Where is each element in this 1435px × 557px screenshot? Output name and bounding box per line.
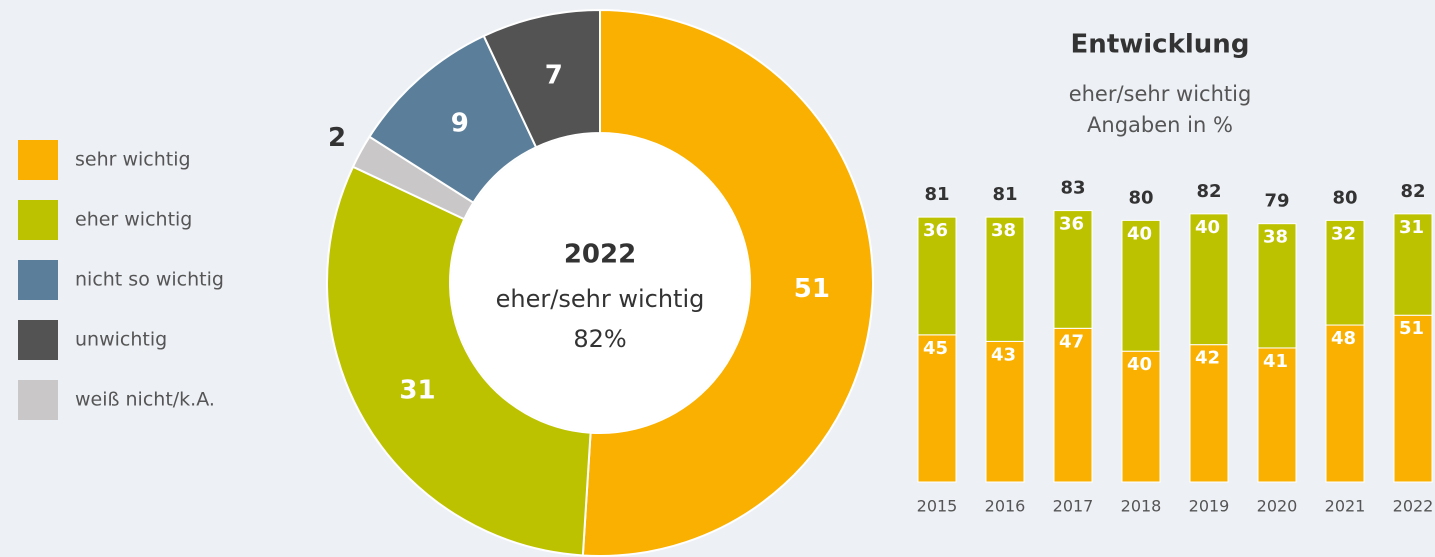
- total-label: 82: [1196, 181, 1221, 202]
- bar-segment: [1189, 213, 1229, 346]
- data-label: 41: [1263, 351, 1288, 372]
- legend-label: unwichtig: [75, 329, 167, 351]
- legend-swatch: [18, 200, 58, 240]
- bar-segment: [1325, 219, 1365, 326]
- center-label: 2022: [564, 240, 636, 270]
- data-label: 48: [1331, 328, 1356, 349]
- legend-label: nicht so wichtig: [75, 269, 224, 291]
- legend-swatch: [18, 260, 58, 300]
- data-label: 32: [1331, 223, 1356, 244]
- x-tick-label: 2016: [985, 497, 1026, 516]
- data-label: 36: [1059, 214, 1084, 235]
- data-label: 7: [545, 61, 563, 91]
- data-label: 47: [1059, 331, 1084, 352]
- data-label: 31: [1399, 217, 1424, 238]
- data-label: 9: [451, 108, 469, 138]
- bar-segment: [1121, 350, 1161, 483]
- data-label: 43: [991, 344, 1016, 365]
- x-tick-label: 2015: [917, 497, 958, 516]
- total-label: 79: [1264, 191, 1289, 212]
- bar-segment: [1393, 213, 1433, 316]
- x-tick-label: 2018: [1121, 497, 1162, 516]
- bar-segment: [1257, 223, 1297, 349]
- bar-segment: [1053, 210, 1093, 329]
- total-label: 81: [924, 184, 949, 205]
- data-label: 45: [923, 338, 948, 359]
- legend-swatch: [18, 380, 58, 420]
- data-label: 42: [1195, 348, 1220, 369]
- center-label: 82%: [573, 325, 626, 353]
- data-label: 51: [1399, 318, 1424, 339]
- data-label: 2: [328, 123, 346, 153]
- bar-segment: [1053, 327, 1093, 483]
- legend-swatch: [18, 320, 58, 360]
- data-label: 40: [1195, 217, 1220, 238]
- x-tick-label: 2019: [1189, 497, 1230, 516]
- center-label: eher/sehr wichtig: [496, 285, 705, 313]
- x-tick-label: 2017: [1053, 497, 1094, 516]
- x-tick-label: 2021: [1325, 497, 1366, 516]
- data-label: 51: [794, 274, 830, 304]
- total-label: 80: [1332, 187, 1357, 208]
- data-label: 38: [991, 220, 1016, 241]
- legend-label: eher wichtig: [75, 209, 192, 231]
- x-tick-label: 2022: [1393, 497, 1434, 516]
- chart-subtitle: eher/sehr wichtig: [1069, 82, 1252, 106]
- legend-label: weiß nicht/k.A.: [75, 389, 215, 411]
- chart-title: Entwicklung: [1071, 30, 1250, 60]
- legend-label: sehr wichtig: [75, 149, 191, 171]
- total-label: 82: [1400, 181, 1425, 202]
- data-label: 31: [399, 375, 435, 405]
- data-label: 36: [923, 220, 948, 241]
- data-label: 38: [1263, 227, 1288, 248]
- x-tick-label: 2020: [1257, 497, 1298, 516]
- bar-segment: [1121, 219, 1161, 352]
- bar-segment: [1325, 324, 1365, 483]
- total-label: 80: [1128, 187, 1153, 208]
- bar-segment: [1393, 314, 1433, 483]
- total-label: 83: [1060, 178, 1085, 199]
- data-label: 40: [1127, 354, 1152, 375]
- donut-hole: [451, 134, 749, 432]
- total-label: 81: [992, 184, 1017, 205]
- data-label: 40: [1127, 223, 1152, 244]
- bar-segment: [985, 216, 1025, 342]
- bar-segment: [917, 216, 957, 336]
- bar-segment: [1189, 344, 1229, 483]
- donut-segment: [326, 165, 592, 557]
- chart-subtitle: Angaben in %: [1087, 113, 1233, 137]
- legend-swatch: [18, 140, 58, 180]
- donut-segment: [581, 8, 874, 557]
- bar-segment: [1257, 347, 1297, 483]
- donut-segment: [482, 8, 601, 149]
